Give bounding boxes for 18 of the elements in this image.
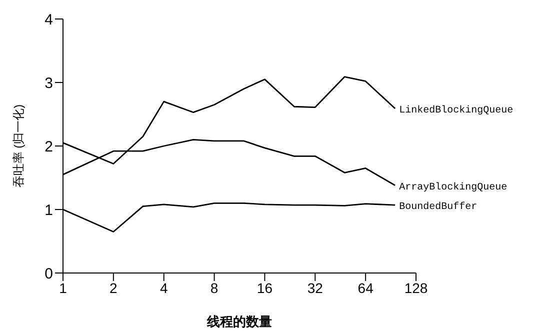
x-tick-label: 128 <box>404 280 428 296</box>
y-tick-label: 4 <box>44 11 53 28</box>
x-axis-title: 线程的数量 <box>206 314 272 329</box>
y-tick-label: 0 <box>44 265 53 282</box>
x-tick-label: 64 <box>358 280 374 296</box>
x-tick-label: 4 <box>160 280 168 296</box>
x-tick-label: 8 <box>210 280 218 296</box>
series-label: LinkedBlockingQueue <box>399 104 514 117</box>
x-tick-label: 2 <box>110 280 118 296</box>
series-label: ArrayBlockingQueue <box>399 181 508 194</box>
series-label: BoundedBuffer <box>399 201 478 214</box>
y-tick-label: 2 <box>44 138 53 156</box>
x-tick-label: 32 <box>307 280 324 296</box>
y-tick-label: 1 <box>44 202 53 219</box>
x-tick-label: 1 <box>59 280 68 296</box>
x-tick-label: 16 <box>256 280 273 296</box>
y-axis-title: 吞吐率 (归一化) <box>11 104 26 188</box>
y-tick-label: 3 <box>44 74 53 92</box>
